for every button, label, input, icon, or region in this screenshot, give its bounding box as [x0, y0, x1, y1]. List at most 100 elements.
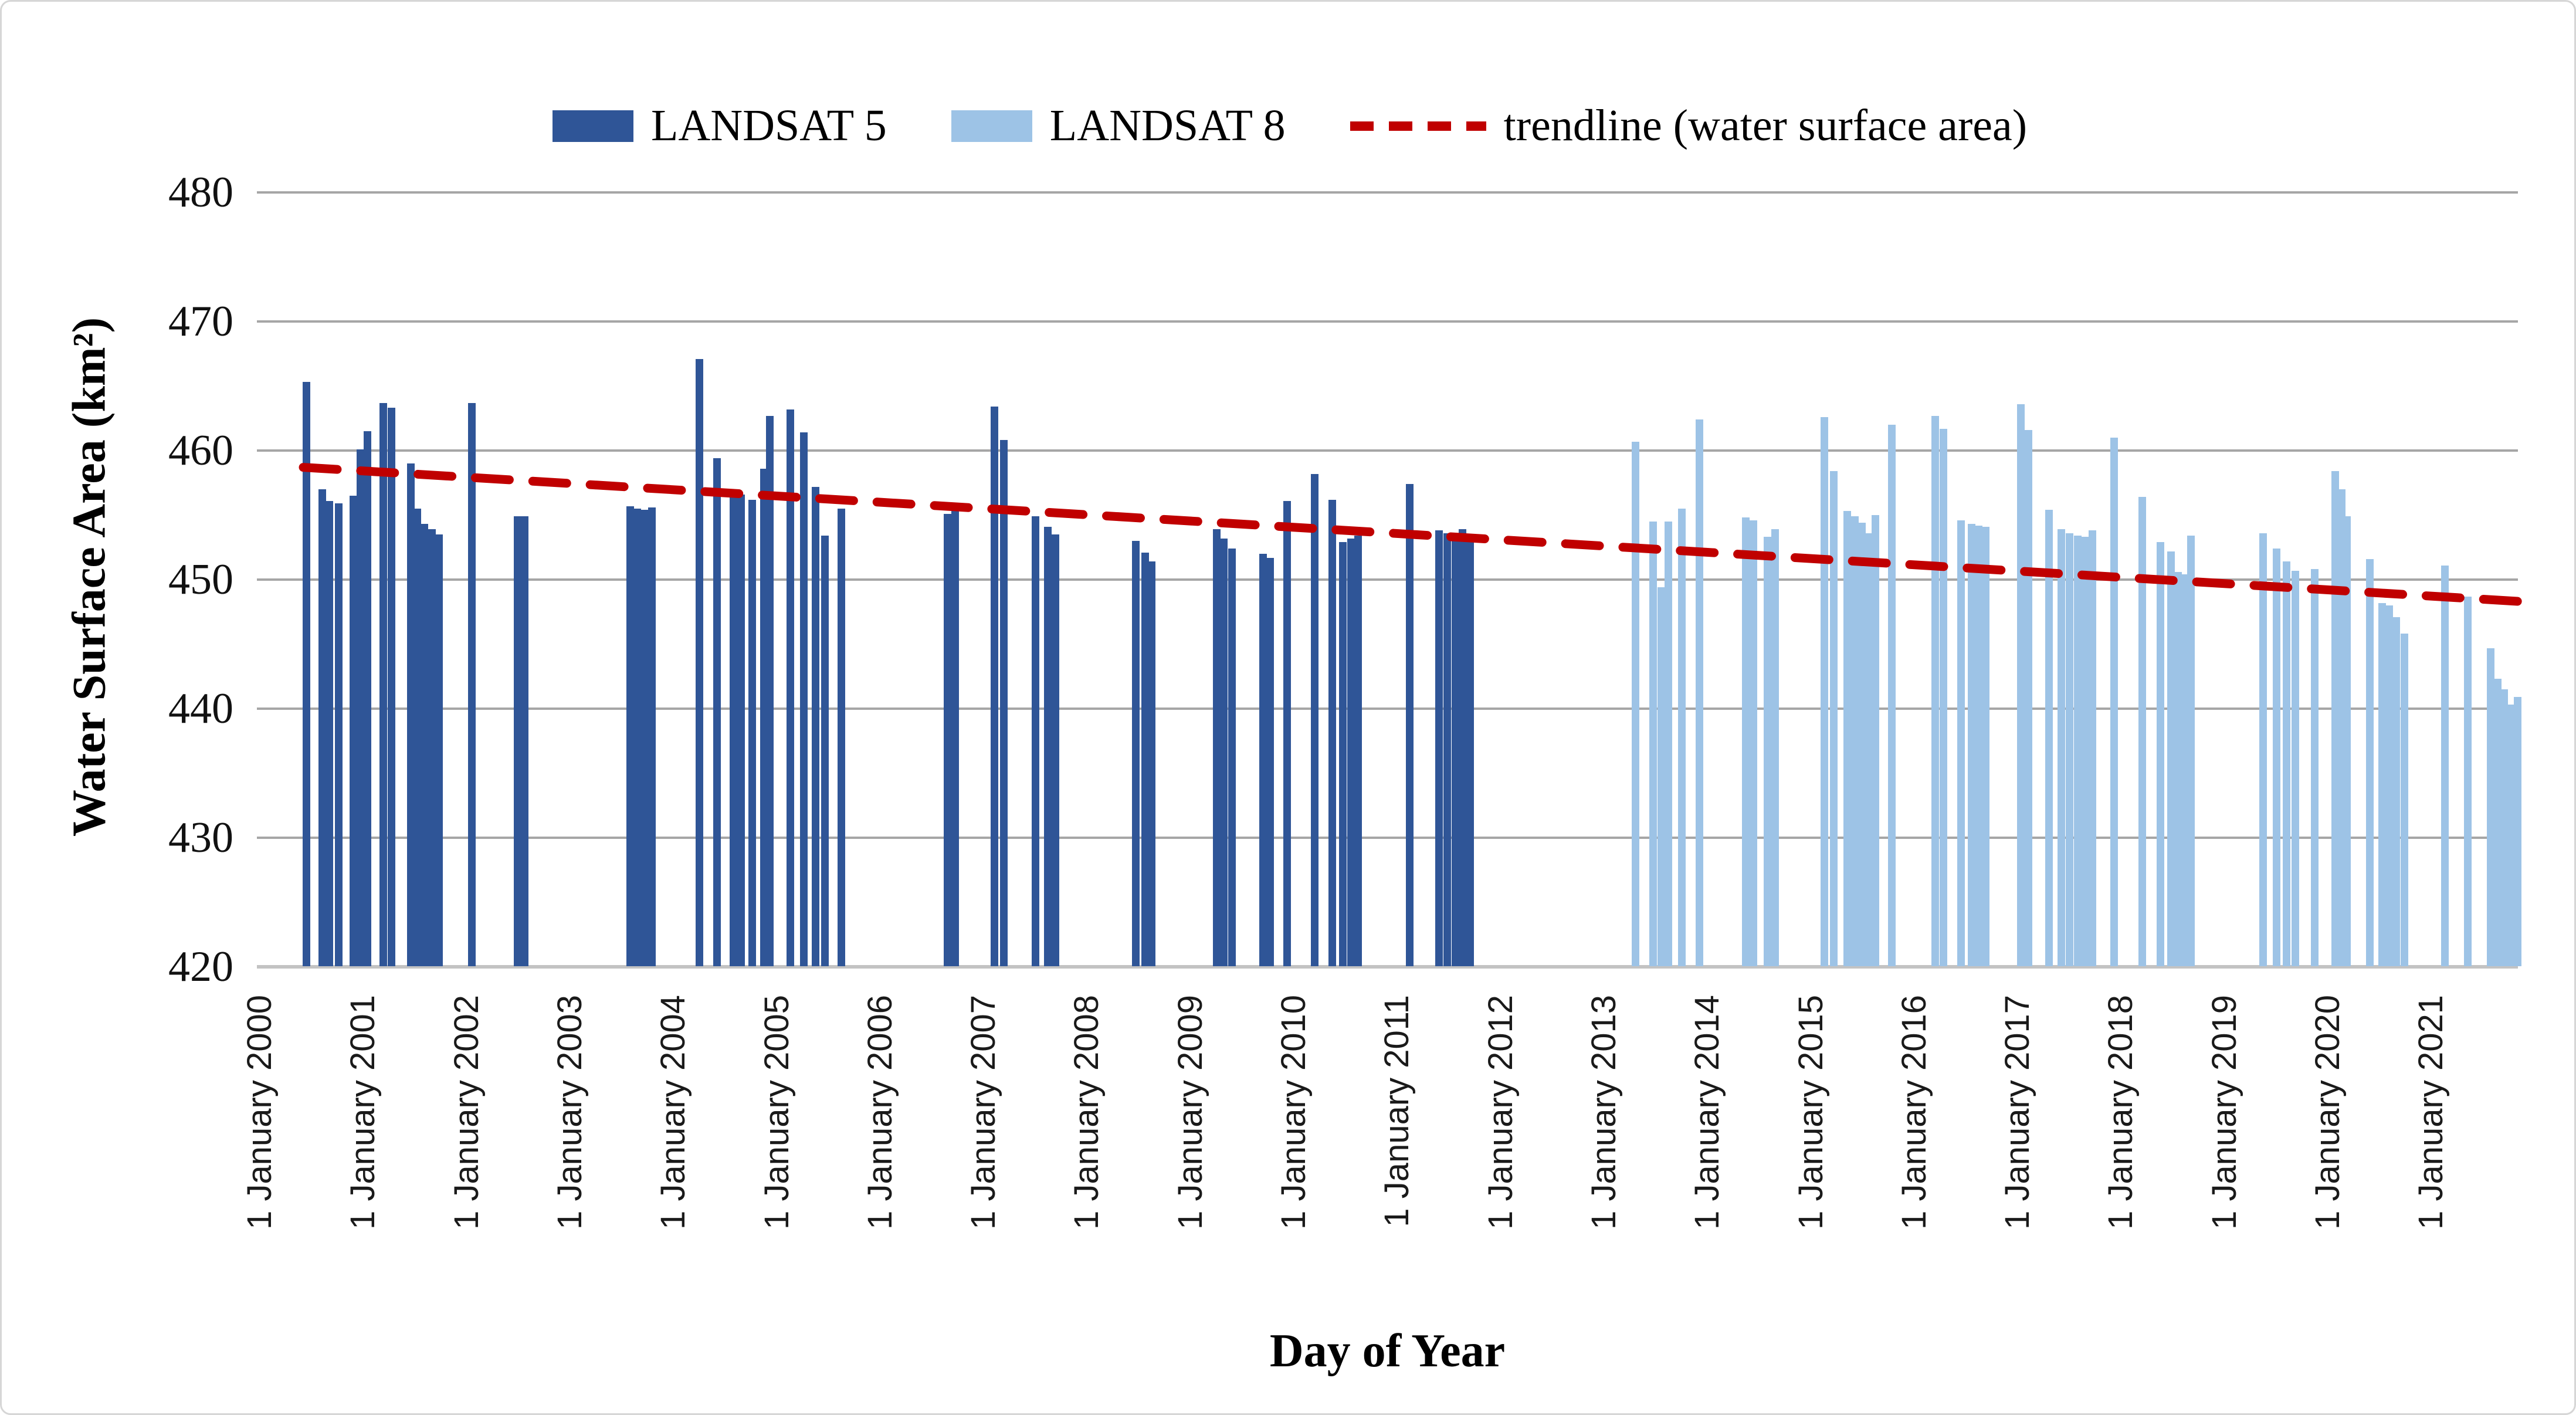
bar-landsat8 — [2081, 537, 2089, 966]
bar-landsat5 — [1283, 500, 1291, 966]
bar-landsat8 — [1871, 515, 1879, 966]
bar-landsat5 — [648, 507, 656, 966]
bar-landsat5 — [1311, 473, 1319, 966]
bar-landsat5 — [821, 536, 829, 966]
legend: LANDSAT 5 LANDSAT 8 trendline (water sur… — [2, 100, 2574, 151]
bar-landsat5 — [303, 382, 311, 966]
y-tick-label: 470 — [168, 297, 233, 346]
bar-landsat8 — [2343, 516, 2351, 966]
y-tick-label: 440 — [168, 685, 233, 733]
bar-landsat5 — [737, 494, 745, 966]
bar-landsat8 — [2441, 565, 2449, 966]
gridline — [257, 449, 2518, 452]
bar-landsat5 — [626, 506, 635, 966]
bar-landsat8 — [2259, 533, 2267, 966]
y-tick-label: 430 — [168, 814, 233, 862]
bar-landsat8 — [2167, 551, 2175, 966]
gridline — [257, 578, 2518, 581]
bar-landsat5 — [379, 402, 387, 966]
bar-landsat5 — [349, 496, 357, 966]
bar-landsat8 — [2045, 510, 2053, 966]
legend-item-trendline: trendline (water surface area) — [1350, 100, 2027, 151]
bar-landsat5 — [521, 516, 529, 966]
bar-landsat5 — [1347, 538, 1355, 966]
bar-landsat5 — [944, 513, 952, 966]
bar-landsat8 — [1957, 520, 1965, 966]
y-tick-label: 480 — [168, 168, 233, 216]
bar-landsat5 — [1354, 536, 1362, 966]
bar-landsat8 — [2464, 596, 2472, 966]
bar-landsat8 — [2283, 561, 2291, 966]
bar-landsat5 — [640, 510, 649, 966]
bar-landsat8 — [2365, 558, 2374, 966]
bar-landsat5 — [1051, 534, 1059, 966]
y-tick-label: 460 — [168, 426, 233, 475]
bar-landsat8 — [2174, 571, 2182, 966]
bar-landsat8 — [1764, 537, 1772, 966]
bar-landsat5 — [1435, 530, 1443, 966]
bar-landsat8 — [2486, 648, 2494, 966]
bar-landsat5 — [364, 431, 372, 966]
bar-landsat8 — [1749, 520, 1757, 966]
bar-landsat8 — [1665, 522, 1673, 966]
bar-landsat8 — [1649, 522, 1657, 966]
bar-landsat8 — [1771, 529, 1779, 966]
bar-landsat8 — [2401, 634, 2409, 966]
gridline — [257, 320, 2518, 323]
bar-landsat5 — [1452, 536, 1460, 966]
bar-landsat5 — [811, 486, 819, 966]
bar-landsat5 — [1266, 557, 1275, 966]
bar-landsat5 — [1459, 529, 1467, 966]
bar-landsat8 — [2187, 536, 2195, 966]
legend-label-trendline: trendline (water surface area) — [1503, 101, 2028, 150]
bar-landsat8 — [2506, 705, 2514, 966]
bar-landsat8 — [2272, 549, 2280, 966]
bar-landsat8 — [2378, 602, 2386, 966]
bar-landsat8 — [2180, 574, 2188, 966]
x-axis-title: Day of Year — [1269, 1325, 1506, 1377]
landsat8-swatch-icon — [951, 110, 1032, 142]
bar-landsat8 — [2385, 605, 2394, 966]
bar-landsat5 — [421, 524, 429, 966]
bar-landsat5 — [468, 402, 476, 966]
bar-landsat8 — [2392, 617, 2401, 966]
gridline — [257, 708, 2518, 710]
legend-item-landsat8: LANDSAT 8 — [951, 100, 1286, 151]
bar-landsat5 — [1466, 538, 1474, 966]
bar-landsat8 — [1742, 517, 1750, 966]
bar-landsat5 — [730, 497, 738, 966]
bar-landsat8 — [2138, 497, 2146, 966]
bar-landsat5 — [1228, 549, 1236, 966]
trendline-dash-icon — [1350, 121, 1486, 131]
bar-landsat5 — [1044, 526, 1052, 966]
bar-landsat5 — [513, 516, 521, 966]
legend-label-landsat8: LANDSAT 8 — [1049, 101, 1286, 150]
bar-landsat8 — [2017, 404, 2025, 966]
bar-landsat5 — [1032, 516, 1040, 966]
bar-landsat5 — [696, 358, 704, 966]
bar-landsat8 — [1678, 509, 1686, 966]
bar-landsat8 — [1858, 523, 1866, 966]
bar-landsat5 — [1212, 529, 1221, 966]
bar-landsat8 — [1931, 415, 1940, 966]
bar-landsat5 — [1443, 533, 1451, 966]
bar-landsat8 — [2513, 697, 2521, 966]
bar-landsat5 — [748, 499, 757, 966]
bar-landsat8 — [2066, 533, 2074, 966]
bar-landsat8 — [2331, 471, 2340, 966]
bar-landsat5 — [800, 432, 808, 966]
bar-landsat8 — [1830, 471, 1838, 966]
bar-landsat8 — [2110, 438, 2119, 966]
bar-landsat5 — [413, 509, 421, 966]
bar-landsat5 — [760, 468, 768, 966]
bar-landsat8 — [2311, 569, 2319, 966]
legend-label-landsat5: LANDSAT 5 — [650, 101, 887, 150]
bar-landsat5 — [1220, 538, 1228, 966]
bar-landsat5 — [1328, 499, 1337, 966]
bar-landsat8 — [1821, 417, 1829, 966]
bar-landsat8 — [1888, 425, 1896, 966]
bar-landsat8 — [2500, 689, 2508, 966]
bar-landsat5 — [1132, 541, 1140, 966]
